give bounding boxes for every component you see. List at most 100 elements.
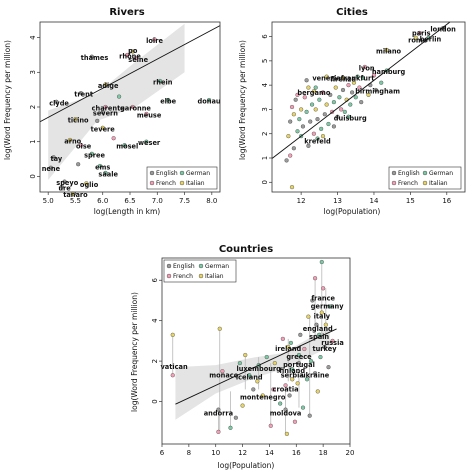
cities-ytick-label: 6	[261, 34, 269, 39]
rivers-ytick-label: 2	[29, 105, 37, 109]
cities-point-french	[295, 92, 300, 97]
rivers-point-french	[133, 56, 138, 61]
cities-legend-french: French	[398, 180, 418, 187]
cities-point-french	[302, 95, 307, 100]
countries-point-german	[237, 361, 242, 366]
cities-point-french	[288, 153, 293, 158]
rivers-xtick-label: 5.5	[70, 197, 81, 205]
countries-point-german	[308, 359, 314, 364]
cities-point-french	[346, 83, 351, 88]
cities-legend-french-marker	[391, 180, 397, 186]
cities-label-berlin: berlin	[420, 35, 442, 43]
rivers-point-english	[100, 110, 105, 115]
cities-point-italian	[366, 92, 371, 97]
cities-point-italian	[340, 75, 346, 80]
countries-point-english	[314, 322, 319, 327]
cities-point-german	[348, 102, 353, 107]
countries-label-turkey: turkey	[312, 345, 337, 353]
countries-point-german	[290, 367, 295, 372]
cities-point-english	[300, 124, 306, 129]
rivers-label-charente: charente	[92, 104, 126, 112]
cities-ytick-label: 4	[261, 82, 269, 87]
countries-label-monaco: monaco	[209, 371, 238, 379]
countries-legend-italian-marker	[198, 273, 204, 279]
rivers-label-weser: weser	[138, 139, 161, 147]
cities-point-italian	[324, 102, 329, 107]
countries-point-english	[283, 407, 288, 412]
countries-point-french	[313, 276, 318, 281]
cities-point-german	[295, 129, 300, 134]
countries-ytick-label: 6	[151, 277, 159, 282]
cities-point-italian	[289, 185, 295, 190]
cities-xtick-label: 15	[406, 197, 415, 205]
cities-point-english	[441, 25, 446, 31]
rivers-legend-french-marker	[149, 180, 155, 186]
rivers-label-ticino: ticino	[68, 117, 89, 125]
cities-label-lyon: lyon	[359, 65, 375, 73]
cities-legend-german-marker	[422, 170, 428, 176]
cities-point-italian	[320, 134, 326, 139]
cities-label-frankfurt: frankfurt	[341, 74, 375, 82]
rivers-legend-english: English	[156, 170, 178, 177]
countries-point-italian	[323, 322, 328, 327]
countries-xtick-label: 20	[346, 449, 355, 457]
rivers-regression-line	[39, 25, 221, 123]
cities-point-italian	[311, 89, 316, 94]
countries-label-greece: greece	[286, 353, 312, 361]
cities-title: Cities	[336, 7, 368, 18]
countries-label-italy: italy	[314, 313, 331, 321]
countries-legend-german-marker	[198, 263, 204, 269]
countries-point-english	[310, 298, 315, 303]
rivers-label-rhein: rhein	[153, 78, 173, 86]
countries-label-finland: finland	[279, 367, 305, 375]
rivers-point-italian	[130, 49, 135, 54]
rivers-point-italian	[73, 117, 78, 122]
countries-xtick-label: 14	[265, 449, 274, 457]
rivers-label-oise: oise	[76, 143, 92, 151]
rivers-label-po: po	[128, 47, 138, 55]
rivers-xtick-label: 6.5	[124, 197, 135, 205]
cities-point-english	[350, 90, 355, 95]
countries-point-english	[322, 344, 327, 350]
rivers-legend-box	[146, 166, 218, 190]
countries-ylabel: log(Word Frequency per million)	[130, 292, 139, 412]
countries-point-english	[326, 365, 331, 370]
rivers-panel: Rivers log(Length in km) log(Word Freque…	[3, 7, 221, 216]
cities-point-italian	[286, 134, 291, 139]
rivers-label-nene: nene	[42, 165, 61, 173]
countries-legend-french-marker	[166, 273, 172, 279]
cities-point-english	[328, 92, 333, 97]
cities-legend-english-marker	[391, 170, 397, 176]
rivers-point-german	[117, 94, 122, 99]
countries-title: Countries	[219, 244, 273, 255]
countries-legend-french: French	[173, 273, 193, 280]
cities-panel: Cities log(Population) log(Word Frequenc…	[238, 7, 466, 216]
countries-point-german	[319, 259, 324, 265]
rivers-label-spree: spree	[84, 151, 105, 159]
countries-label-montenegro: montenegro	[240, 394, 286, 402]
rivers-point-french	[152, 37, 157, 42]
cities-point-german	[337, 95, 342, 100]
rivers-point-french	[130, 104, 135, 110]
cities-point-german	[355, 74, 360, 79]
rivers-label-adige: adige	[98, 82, 119, 90]
cities-label-bergamo: bergamo	[297, 89, 330, 97]
cities-point-french	[339, 107, 344, 112]
countries-point-french	[268, 423, 273, 428]
countries-legend-italian: Italian	[205, 273, 224, 280]
rivers-ytick-label: 0	[29, 174, 37, 178]
countries-label-france: france	[311, 294, 335, 302]
cities-point-italian	[333, 85, 338, 90]
countries-label-ireland: ireland	[275, 345, 301, 353]
cities-label-rome: rome	[408, 37, 428, 45]
cities-point-french	[311, 131, 316, 136]
countries-point-french	[292, 419, 298, 424]
rivers-label-ems: ems	[95, 163, 110, 171]
rivers-plot-frame	[39, 21, 221, 193]
countries-point-english	[216, 407, 221, 412]
cities-point-german	[360, 75, 366, 80]
rivers-point-french	[125, 52, 130, 58]
cities-label-krefeld: krefeld	[304, 137, 331, 145]
